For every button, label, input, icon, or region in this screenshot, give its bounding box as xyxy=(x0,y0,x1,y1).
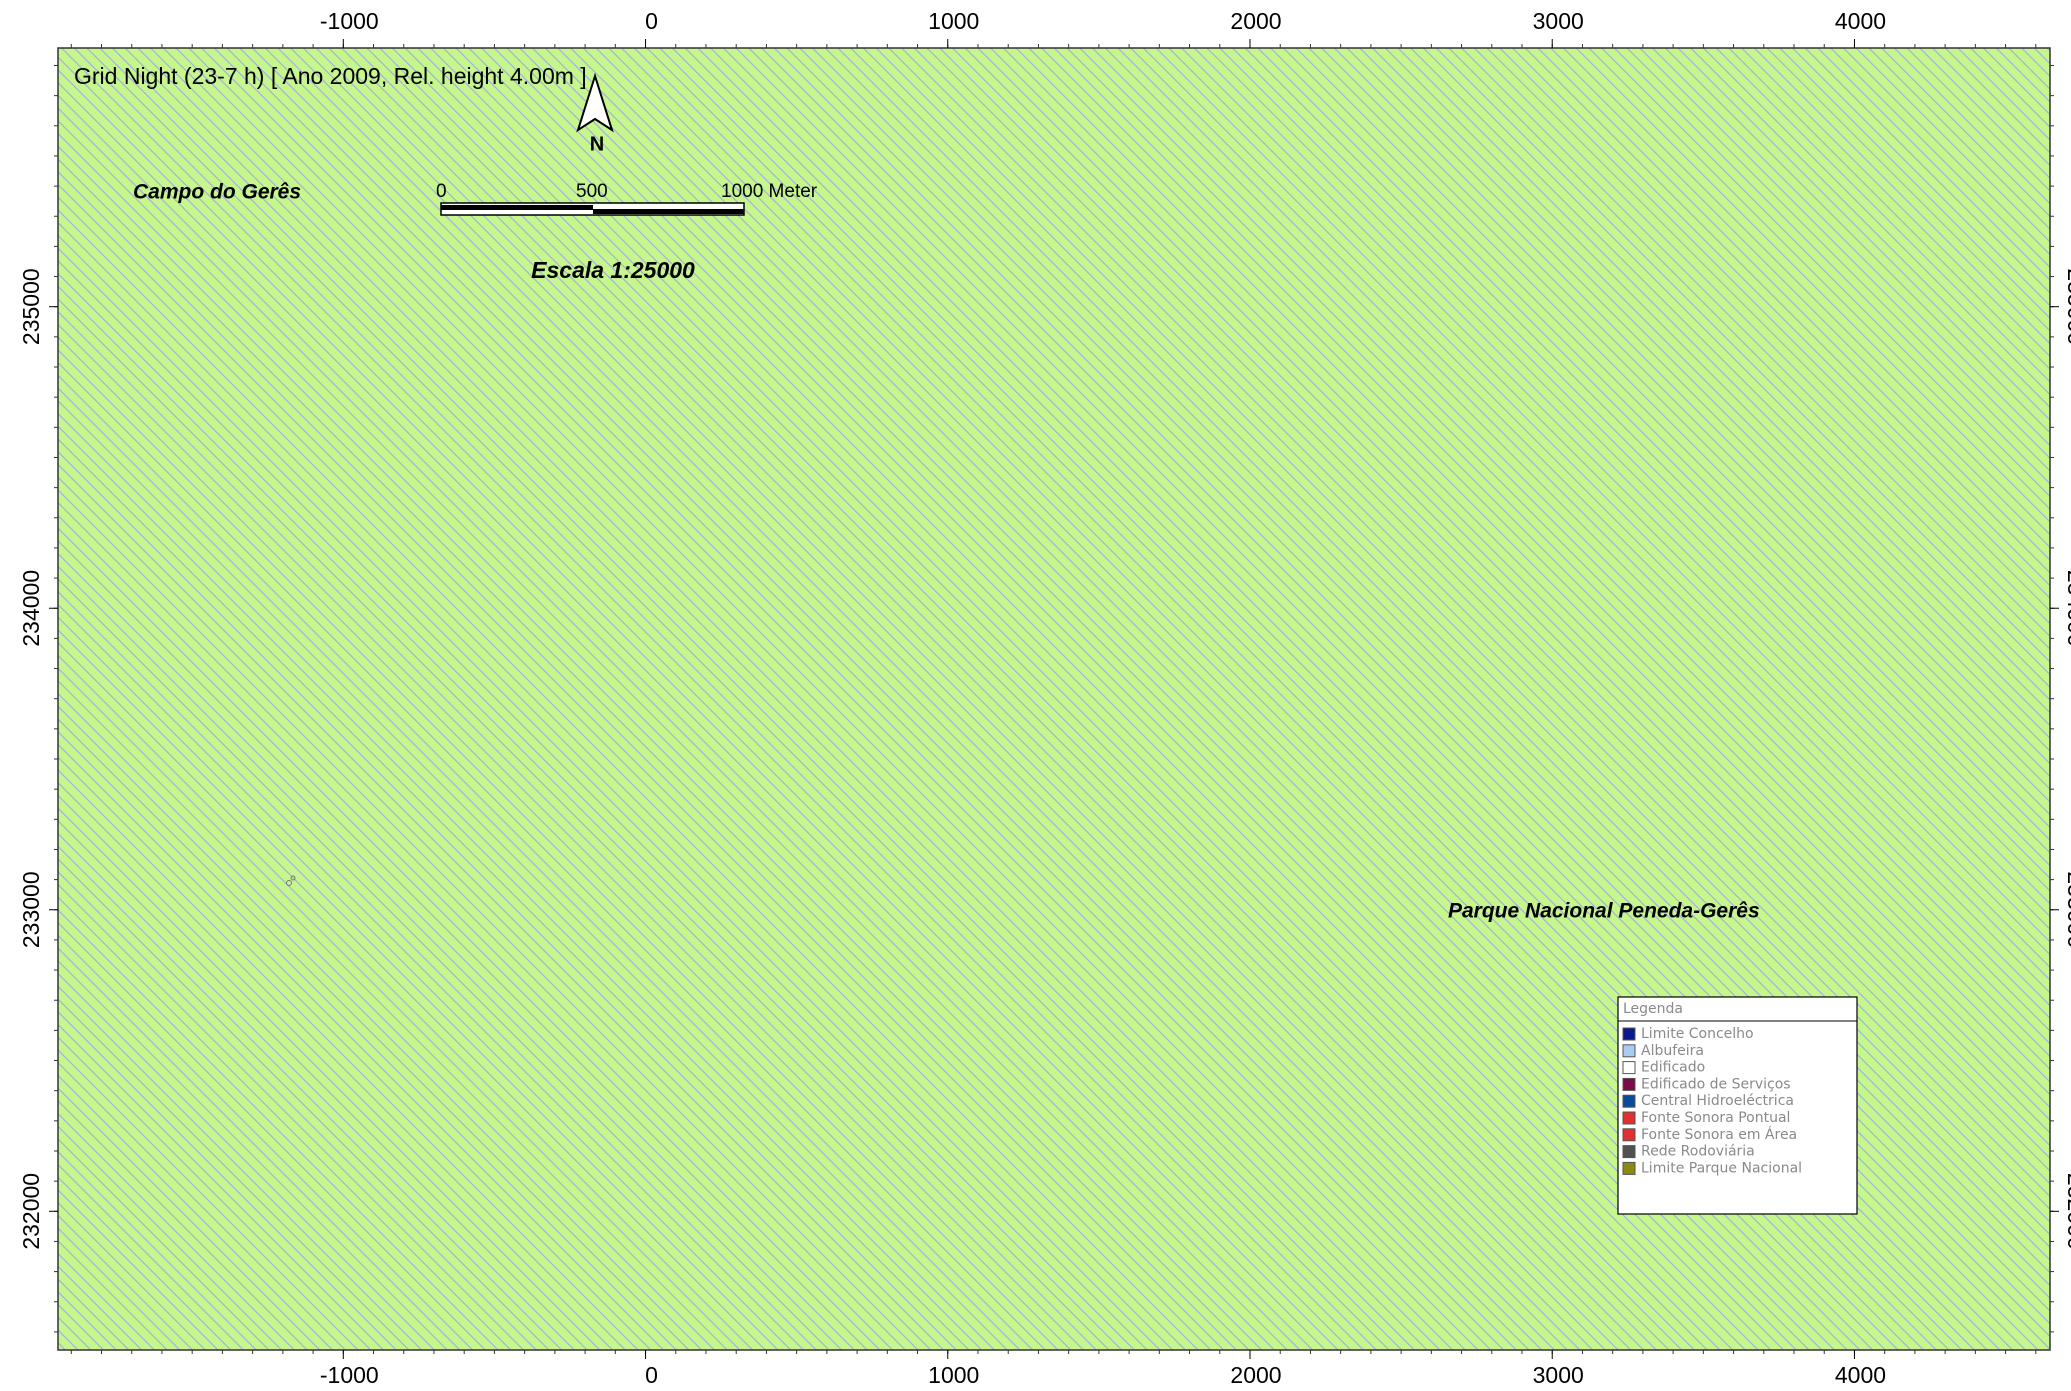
legend-icon xyxy=(1622,1044,1636,1058)
legend-icon xyxy=(1622,1145,1636,1159)
legend-label: Albufeira xyxy=(1641,1043,1704,1059)
x-tick-label: -1000 xyxy=(320,8,379,34)
y-tick-label: 235000 xyxy=(2063,268,2071,345)
legend-icon xyxy=(1622,1111,1636,1125)
y-tick-label: 232000 xyxy=(2063,1173,2071,1250)
y-tick-label: 232000 xyxy=(18,1173,44,1250)
x-tick-label: 4000 xyxy=(1835,1362,1886,1388)
x-tick-label: 0 xyxy=(645,8,658,34)
scale-label: 1000 Meter xyxy=(721,181,818,202)
x-tick-label: 3000 xyxy=(1533,8,1584,34)
legend: Legenda Limite ConcelhoAlbufeiraEdificad… xyxy=(1617,996,1858,1215)
place-label: Campo do Gerês xyxy=(133,181,301,204)
legend-icon xyxy=(1622,1027,1636,1041)
legend-label: Fonte Sonora Pontual xyxy=(1641,1110,1790,1126)
legend-label: Edificado de Serviços xyxy=(1641,1076,1791,1092)
north-arrow: N xyxy=(576,72,614,155)
x-tick-label: 1000 xyxy=(928,8,979,34)
scale-bar: 0 500 1000 Meter Escala 1:25000 xyxy=(436,181,818,283)
legend-icon xyxy=(1622,1094,1636,1108)
x-tick-label: 3000 xyxy=(1533,1362,1584,1388)
y-tick-label: 233000 xyxy=(18,871,44,948)
x-tick-label: 4000 xyxy=(1835,8,1886,34)
x-tick-label: -1000 xyxy=(320,1362,379,1388)
x-tick-label: 0 xyxy=(645,1362,658,1388)
legend-label: Fonte Sonora em Área xyxy=(1641,1126,1797,1143)
y-tick-label: 235000 xyxy=(18,268,44,345)
legend-icon xyxy=(1622,1128,1636,1142)
legend-icon xyxy=(1622,1061,1636,1075)
legend-icon xyxy=(1622,1161,1636,1175)
marker xyxy=(286,875,296,886)
y-tick-label: 234000 xyxy=(18,570,44,647)
legend-label: Central Hidroeléctrica xyxy=(1641,1093,1794,1109)
legend-label: Limite Parque Nacional xyxy=(1641,1160,1802,1176)
legend-label: Limite Concelho xyxy=(1641,1026,1754,1042)
scale-label: 0 xyxy=(436,181,447,202)
x-tick-label: 2000 xyxy=(1230,8,1281,34)
legend-icon xyxy=(1622,1077,1636,1091)
place-label: Parque Nacional Peneda-Gerês xyxy=(1448,900,1760,923)
legend-label: Edificado xyxy=(1641,1060,1705,1076)
scale-caption: Escala 1:25000 xyxy=(531,257,695,283)
x-tick-label: 2000 xyxy=(1230,1362,1281,1388)
scale-label: 500 xyxy=(576,181,608,202)
y-tick-label: 233000 xyxy=(2063,871,2071,948)
map-title: Grid Night (23-7 h) [ Ano 2009, Rel. hei… xyxy=(74,63,587,89)
legend-label: Rede Rodoviária xyxy=(1641,1144,1755,1160)
y-tick-label: 234000 xyxy=(2063,570,2071,647)
legend-title: Legenda xyxy=(1623,1001,1683,1017)
x-tick-label: 1000 xyxy=(928,1362,979,1388)
north-label: N xyxy=(590,133,604,155)
